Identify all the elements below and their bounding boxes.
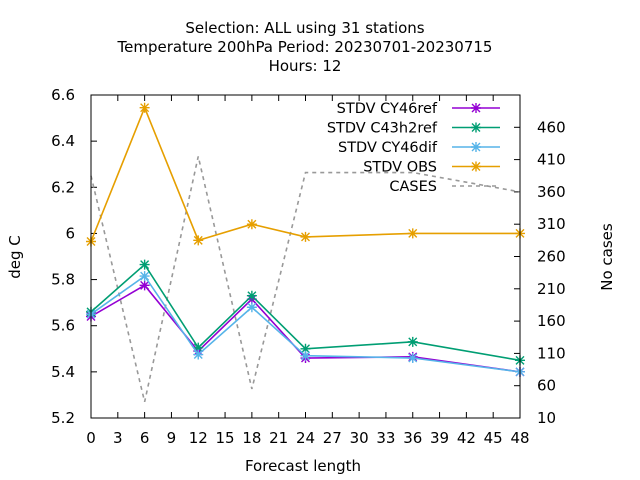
y-tick-label: 6.4 <box>51 132 75 150</box>
axis-ticks: 0 3 6 9 12 15 18 21 24 27 30 33 36 39 42 45 485.25.45.65… <box>51 86 566 447</box>
legend-label: STDV CY46dif <box>338 140 438 156</box>
legend-label: STDV OBS <box>363 160 437 176</box>
x-tick-label: 42 <box>457 429 476 447</box>
data-point <box>246 219 257 230</box>
series-stdv-c43h2ref <box>86 259 525 366</box>
x-tick-label: 21 <box>269 429 288 447</box>
y2-tick-label: 360 <box>537 183 566 201</box>
series-cases <box>90 156 521 403</box>
x-tick-label: 36 <box>403 429 422 447</box>
y2-tick-label: 310 <box>537 215 566 233</box>
y-tick-label: 5.2 <box>51 409 75 427</box>
title-line: Selection: ALL using 31 stations <box>185 19 424 37</box>
data-point <box>471 161 481 172</box>
x-tick-label: 39 <box>430 429 449 447</box>
y-tick-label: 6.6 <box>51 86 75 104</box>
y2-tick-label: 460 <box>537 118 566 136</box>
y-tick-label: 6.2 <box>51 178 75 196</box>
data-point <box>193 342 204 353</box>
data-point <box>407 353 418 364</box>
x-tick-label: 30 <box>350 429 369 447</box>
x-tick-label: 15 <box>216 429 235 447</box>
data-point <box>246 302 257 313</box>
y2-tick-label: 160 <box>537 312 566 330</box>
data-point <box>139 102 150 113</box>
x-tick-label: 33 <box>376 429 395 447</box>
y2-tick-label: 210 <box>537 280 566 298</box>
y-tick-label: 5.6 <box>51 317 75 335</box>
data-point <box>246 290 257 301</box>
y2-tick-label: 260 <box>537 248 566 266</box>
legend: STDV CY46ref STDV C43h2ref STDV CY46dif STD… <box>327 101 500 195</box>
x-tick-label: 48 <box>510 429 529 447</box>
data-point <box>300 350 311 361</box>
y2-tick-label: 60 <box>537 377 556 395</box>
x-tick-label: 27 <box>323 429 342 447</box>
y-tick-label: 5.4 <box>51 363 75 381</box>
y-axis-label: deg C <box>6 235 24 279</box>
y2-tick-label: 10 <box>537 409 556 427</box>
x-tick-label: 3 <box>113 429 123 447</box>
series-stdv-cy46ref <box>86 280 525 377</box>
x-tick-label: 45 <box>484 429 503 447</box>
data-point <box>407 336 418 347</box>
x-tick-label: 12 <box>189 429 208 447</box>
x-tick-label: 18 <box>242 429 261 447</box>
legend-label: CASES <box>389 179 437 195</box>
chart-title: Selection: ALL using 31 stationsTemperat… <box>117 19 493 75</box>
plot-frame <box>90 94 521 419</box>
data-point <box>193 349 204 360</box>
data-point <box>471 142 481 152</box>
data-point <box>407 228 418 239</box>
y-tick-label: 5.8 <box>51 271 75 289</box>
y2-tick-label: 410 <box>537 151 566 169</box>
data-point <box>139 271 150 282</box>
x-tick-label: 0 <box>86 429 96 447</box>
legend-label: STDV CY46ref <box>337 101 438 117</box>
title-line: Hours: 12 <box>269 57 342 75</box>
data-point <box>300 343 311 354</box>
x-axis-label: Forecast length <box>245 457 361 475</box>
y2-axis-label: No cases <box>598 223 616 291</box>
x-tick-label: 24 <box>296 429 315 447</box>
series-line <box>90 156 521 403</box>
title-line: Temperature 200hPa Period: 20230701-2023… <box>117 38 493 56</box>
data-point <box>139 259 150 270</box>
data-point <box>139 280 150 291</box>
data-point <box>300 231 311 242</box>
x-tick-label: 6 <box>140 429 150 447</box>
data-point <box>471 103 481 113</box>
y-tick-label: 6 <box>65 224 75 242</box>
legend-label: STDV C43h2ref <box>327 121 438 137</box>
x-tick-label: 9 <box>167 429 177 447</box>
data-point <box>193 235 204 246</box>
data-point <box>471 122 481 133</box>
y2-tick-label: 110 <box>537 344 566 362</box>
